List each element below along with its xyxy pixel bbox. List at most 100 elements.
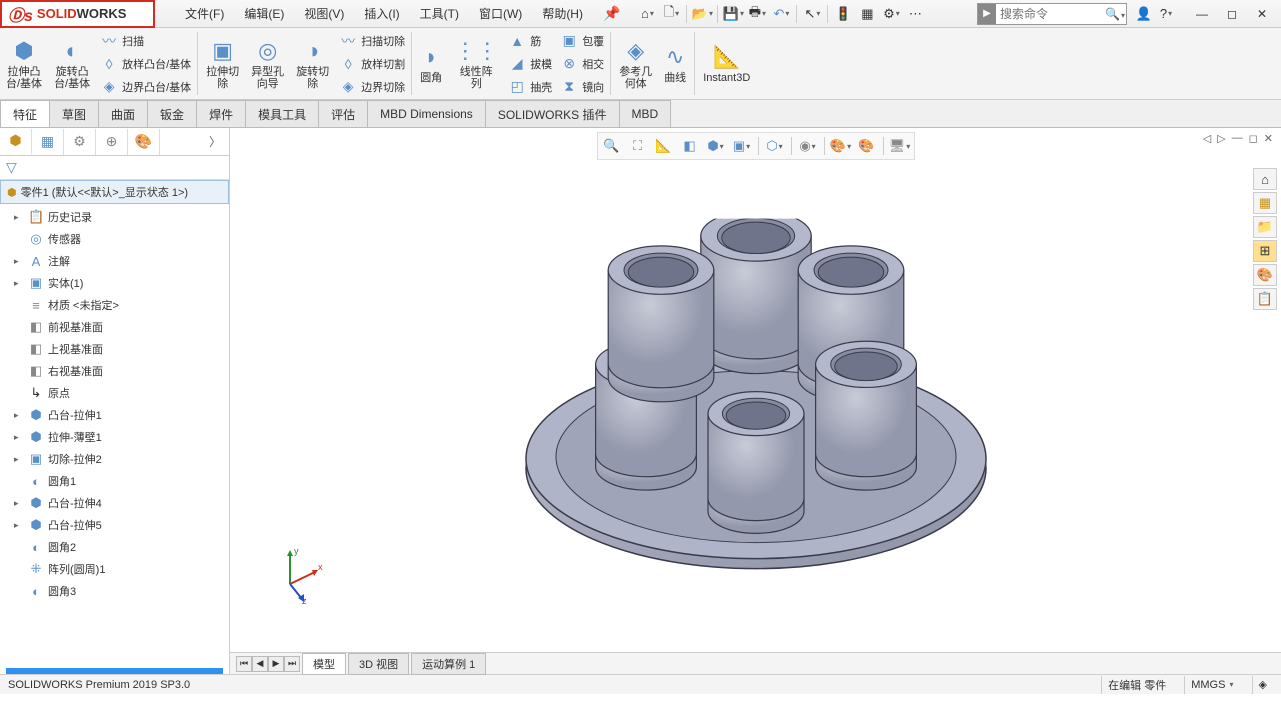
tab-model[interactable]: 模型: [302, 653, 346, 675]
maximize-button[interactable]: ◻: [1217, 3, 1247, 25]
search-icon[interactable]: 🔍▾: [1104, 7, 1126, 21]
intersect-button[interactable]: ⊗相交: [560, 53, 604, 74]
tab-sw-addin[interactable]: SOLIDWORKS 插件: [485, 100, 620, 127]
loft-button[interactable]: ◊放样凸台/基体: [100, 53, 191, 74]
view-orient-icon[interactable]: ⬢▾: [704, 135, 728, 157]
hole-wizard-button[interactable]: ◎异型孔向导: [245, 28, 290, 99]
undo-button[interactable]: ↶▾: [770, 3, 792, 25]
search-input[interactable]: [996, 7, 1104, 21]
section-icon[interactable]: ◧: [678, 135, 702, 157]
save-button[interactable]: 💾▾: [722, 3, 744, 25]
settings-button[interactable]: ⚙▾: [880, 3, 902, 25]
tree-item[interactable]: ≡材质 <未指定>: [0, 294, 229, 316]
options-button[interactable]: ▦: [856, 3, 878, 25]
wrap-button[interactable]: ▣包覆: [560, 30, 604, 51]
tab-sheetmetal[interactable]: 钣金: [147, 100, 197, 127]
render-icon[interactable]: 🎨: [855, 135, 879, 157]
tree-item[interactable]: ▸⬢拉伸-薄壁1: [0, 426, 229, 448]
expand-icon[interactable]: ▸: [14, 454, 24, 465]
new-button[interactable]: 🗋▾: [660, 3, 682, 25]
more-button[interactable]: ⋯: [904, 3, 926, 25]
display-tab[interactable]: 🎨: [128, 129, 160, 155]
fillet-button[interactable]: ◗圆角: [414, 28, 448, 99]
tree-item[interactable]: ◐圆角3: [0, 580, 229, 602]
minimize-button[interactable]: —: [1187, 3, 1217, 25]
expand-icon[interactable]: ▸: [14, 432, 24, 443]
pin-icon[interactable]: 📌: [603, 5, 620, 22]
expand-icon[interactable]: ▸: [14, 212, 24, 223]
rib-button[interactable]: ▲筋: [508, 30, 552, 51]
open-button[interactable]: 📂▾: [691, 3, 713, 25]
tab-mold[interactable]: 模具工具: [245, 100, 319, 127]
scene-icon[interactable]: ◉▾: [796, 135, 820, 157]
filter-icon[interactable]: ▽: [6, 159, 17, 176]
revolve-cut-button[interactable]: ◑旋转切除: [290, 28, 335, 99]
rail-design-lib-icon[interactable]: ▦: [1253, 192, 1277, 214]
user-icon[interactable]: 👤: [1133, 3, 1155, 25]
dimxpert-tab[interactable]: ⊕: [96, 129, 128, 155]
home-button[interactable]: ⌂▾: [636, 3, 658, 25]
tree-item[interactable]: ▸A注解: [0, 250, 229, 272]
draft-button[interactable]: ◢拔模: [508, 53, 552, 74]
tree-item[interactable]: ◐圆角1: [0, 470, 229, 492]
select-button[interactable]: ↖▾: [801, 3, 823, 25]
hide-show-icon[interactable]: ⬡▾: [763, 135, 787, 157]
bt-last-icon[interactable]: ⏭: [284, 656, 300, 672]
menu-insert[interactable]: 插入(I): [354, 1, 409, 26]
ref-geom-button[interactable]: ◈参考几何体: [613, 28, 658, 99]
graphics-viewport[interactable]: 🔍 ⛶ 📐 ◧ ⬢▾ ▣▾ ⬡▾ ◉▾ 🎨▾ 🎨 🖥▾ ◁ ▷ — ◻ ✕ ⌂ …: [230, 128, 1281, 674]
tree-item[interactable]: ◧前视基准面: [0, 316, 229, 338]
expand-icon[interactable]: ▸: [14, 278, 24, 289]
shell-button[interactable]: ◰抽壳: [508, 76, 552, 97]
prev-view-icon[interactable]: 📐: [652, 135, 676, 157]
vp-min-icon[interactable]: —: [1232, 132, 1243, 145]
bt-prev-icon[interactable]: ◀: [252, 656, 268, 672]
rail-home-icon[interactable]: ⌂: [1253, 168, 1277, 190]
tree-item[interactable]: ▸▣切除-拉伸2: [0, 448, 229, 470]
tab-mbd[interactable]: MBD: [619, 100, 672, 127]
print-button[interactable]: 🖶▾: [746, 3, 768, 25]
boss-extrude-button[interactable]: ⬢拉伸凸台/基体: [0, 28, 48, 99]
tab-surface[interactable]: 曲面: [98, 100, 148, 127]
curves-button[interactable]: ∿曲线: [658, 28, 692, 99]
viewport-icon[interactable]: 🖥▾: [888, 135, 912, 157]
vp-prev-icon[interactable]: ◁: [1203, 132, 1211, 145]
vp-close-icon[interactable]: ✕: [1264, 132, 1273, 145]
boundary-cut-button[interactable]: ◈边界切除: [339, 76, 405, 97]
tab-mbd-dim[interactable]: MBD Dimensions: [367, 100, 486, 127]
zoom-area-icon[interactable]: ⛶: [626, 135, 650, 157]
tab-feature[interactable]: 特征: [0, 100, 50, 127]
menu-help[interactable]: 帮助(H): [532, 1, 593, 26]
tab-sketch[interactable]: 草图: [49, 100, 99, 127]
expand-icon[interactable]: ▸: [14, 498, 24, 509]
help-icon[interactable]: ?▾: [1155, 3, 1177, 25]
menu-view[interactable]: 视图(V): [294, 1, 354, 26]
feature-tree-tab[interactable]: ⬢: [0, 129, 32, 155]
sweep-button[interactable]: 〰扫描: [100, 30, 191, 51]
expand-icon[interactable]: 〉: [201, 133, 229, 150]
close-button[interactable]: ✕: [1247, 3, 1277, 25]
tree-item[interactable]: ◧右视基准面: [0, 360, 229, 382]
tab-motion[interactable]: 运动算例 1: [411, 653, 486, 675]
tree-item[interactable]: ⁜阵列(圆周)1: [0, 558, 229, 580]
rail-file-explorer-icon[interactable]: 📁: [1253, 216, 1277, 238]
tree-item[interactable]: ▸⬢凸台-拉伸5: [0, 514, 229, 536]
part-root[interactable]: ⬢ 零件1 (默认<<默认>_显示状态 1>): [0, 180, 229, 204]
bt-first-icon[interactable]: ⏮: [236, 656, 252, 672]
tree-item[interactable]: ↳原点: [0, 382, 229, 404]
tree-item[interactable]: ▸⬢凸台-拉伸4: [0, 492, 229, 514]
rail-view-palette-icon[interactable]: ⊞: [1253, 240, 1277, 262]
tree-item[interactable]: ▸📋历史记录: [0, 206, 229, 228]
mirror-button[interactable]: ⧗镜向: [560, 76, 604, 97]
tab-3dview[interactable]: 3D 视图: [348, 653, 409, 675]
instant3d-button[interactable]: 📐Instant3D: [697, 28, 756, 99]
tree-item[interactable]: ▸⬢凸台-拉伸1: [0, 404, 229, 426]
rebuild-button[interactable]: 🚦: [832, 3, 854, 25]
swept-cut-button[interactable]: 〰扫描切除: [339, 30, 405, 51]
rail-custom-props-icon[interactable]: 📋: [1253, 288, 1277, 310]
menu-edit[interactable]: 编辑(E): [234, 1, 294, 26]
status-units[interactable]: MMGS ▾: [1184, 676, 1239, 694]
boundary-button[interactable]: ◈边界凸台/基体: [100, 76, 191, 97]
tree-item[interactable]: ◐圆角2: [0, 536, 229, 558]
tree-item[interactable]: ▸▣实体(1): [0, 272, 229, 294]
